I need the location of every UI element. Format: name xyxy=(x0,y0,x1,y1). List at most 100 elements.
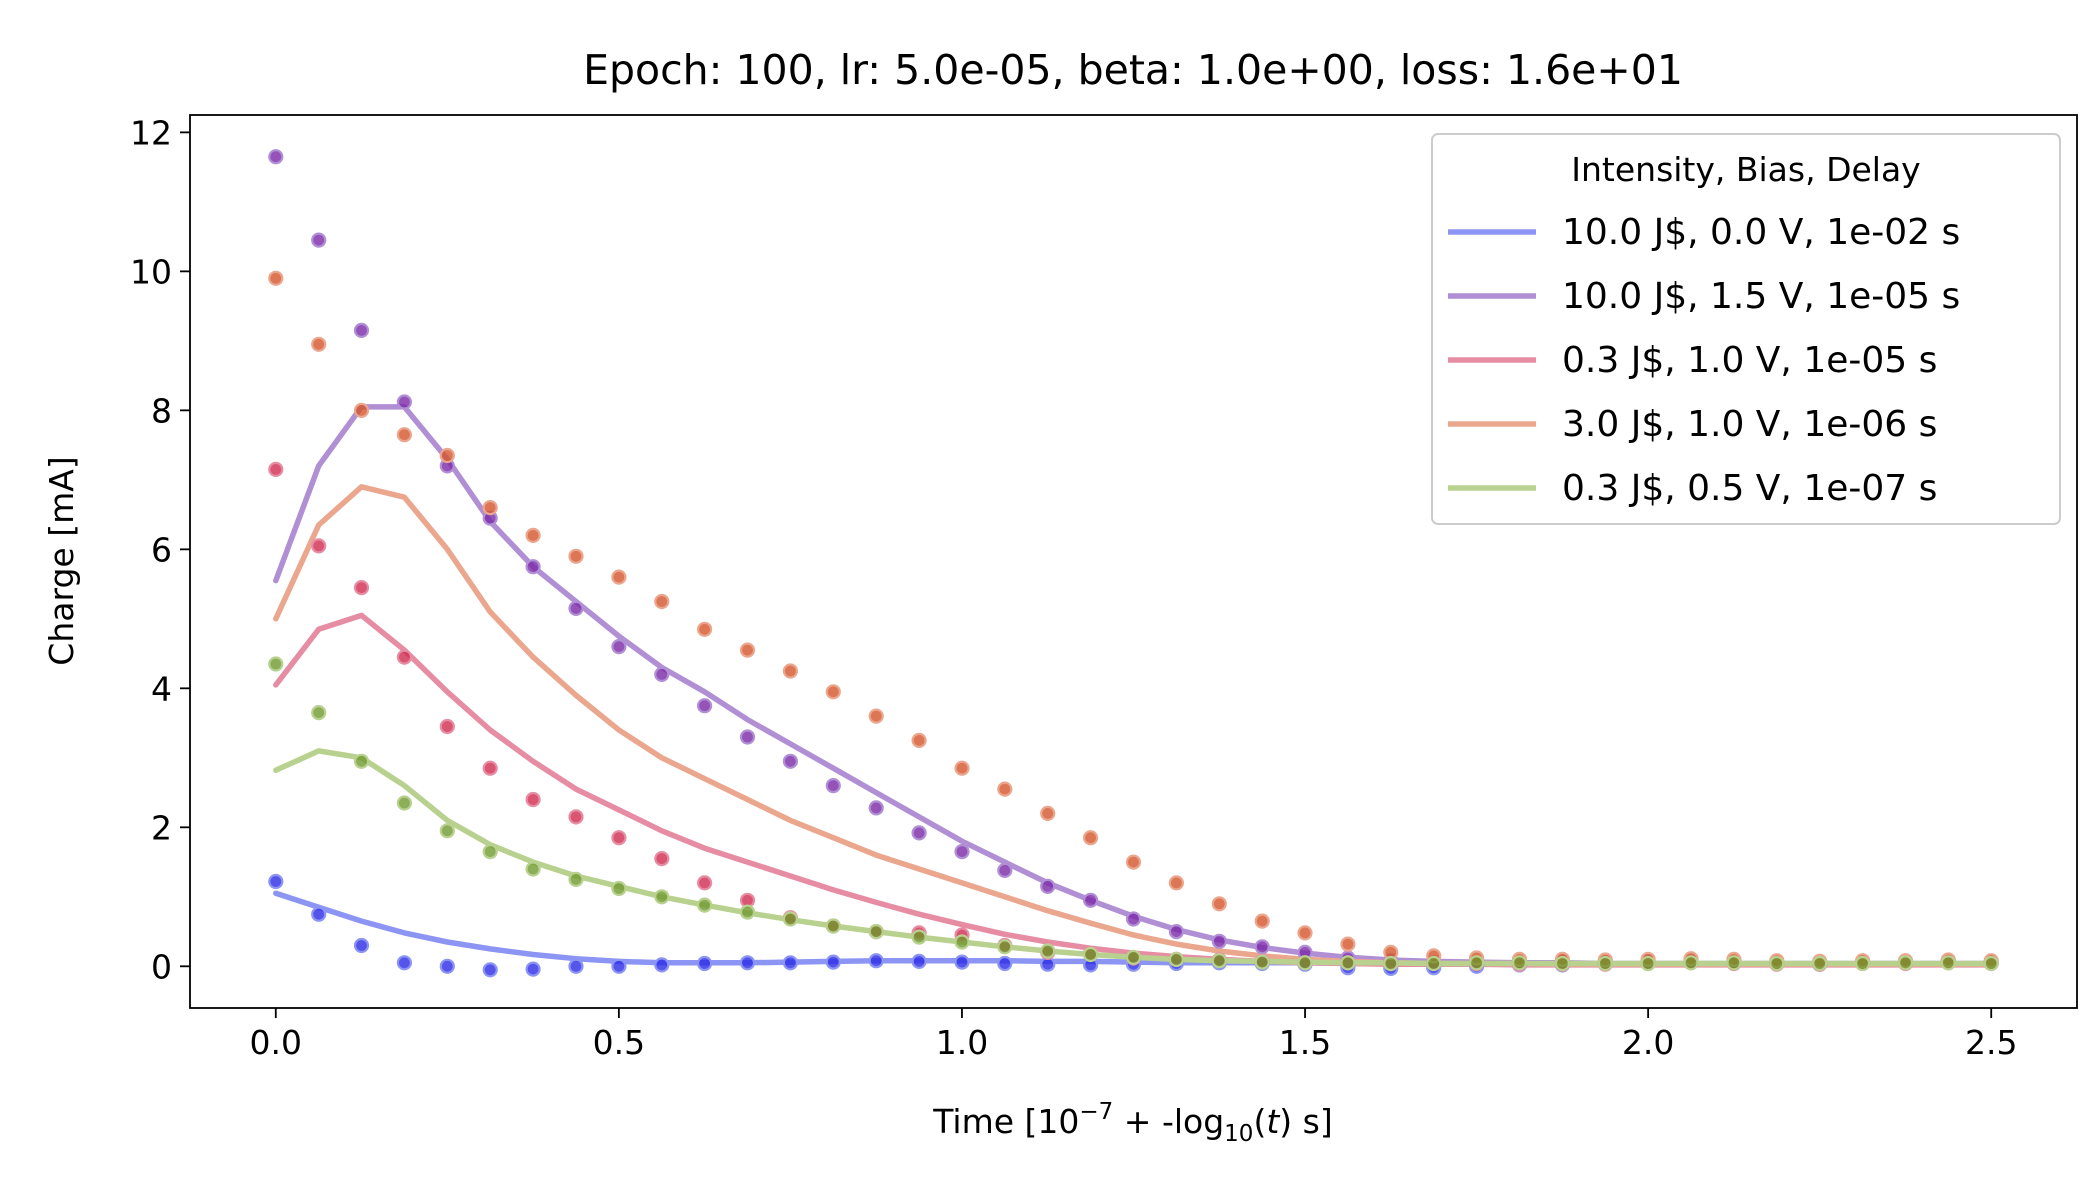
y-tick-label: 10 xyxy=(130,252,172,291)
data-point-series-5 xyxy=(525,861,541,877)
legend-box xyxy=(1431,133,2061,525)
data-point-series-5 xyxy=(396,795,412,811)
data-point-series-2 xyxy=(654,666,670,683)
data-point-series-5 xyxy=(954,934,970,950)
data-point-series-3 xyxy=(568,809,584,825)
x-axis-label: Time [10−7 + -log10(t) s] xyxy=(932,1099,1332,1147)
data-point-series-5 xyxy=(1383,955,1399,972)
y-tick-label: 6 xyxy=(151,530,172,569)
data-point-series-1 xyxy=(825,954,841,970)
plot-area xyxy=(268,149,1999,978)
data-point-series-1 xyxy=(311,906,327,922)
legend-label: 0.3 J$, 0.5 V, 1e-07 s xyxy=(1562,468,1937,509)
x-tick-label: 2.0 xyxy=(1622,1023,1674,1062)
legend: Intensity, Bias, Delay 10.0 J$, 0.0 V, 1… xyxy=(1431,133,2061,525)
data-point-series-5 xyxy=(1640,955,1656,972)
data-point-series-3 xyxy=(439,718,455,735)
data-point-series-5 xyxy=(825,918,841,934)
data-point-series-5 xyxy=(611,880,627,897)
x-tick-label: 0.0 xyxy=(250,1023,302,1062)
axes-frame xyxy=(189,114,2078,1009)
data-point-series-3 xyxy=(482,760,498,776)
data-point-series-5 xyxy=(568,871,584,888)
data-point-series-4 xyxy=(1125,854,1142,870)
data-point-series-5 xyxy=(439,823,455,839)
data-point-series-2 xyxy=(696,698,713,714)
data-point-series-5 xyxy=(911,929,927,945)
data-point-series-4 xyxy=(1040,805,1056,822)
y-tick-label: 0 xyxy=(151,947,172,986)
data-point-series-5 xyxy=(1683,955,1699,971)
data-point-series-5 xyxy=(1983,955,1999,972)
data-point-series-2 xyxy=(268,149,284,165)
data-point-series-4 xyxy=(911,732,927,749)
data-point-series-2 xyxy=(997,862,1013,879)
data-point-series-4 xyxy=(997,781,1013,797)
chart-title: Epoch: 100, lr: 5.0e-05, beta: 1.0e+00, … xyxy=(583,46,1683,94)
data-point-series-5 xyxy=(1812,955,1828,972)
data-point-series-5 xyxy=(1769,955,1785,972)
data-point-series-2 xyxy=(311,232,327,248)
data-point-series-4 xyxy=(825,684,841,700)
data-point-series-5 xyxy=(1726,955,1742,971)
data-point-series-1 xyxy=(439,958,455,974)
data-point-series-5 xyxy=(1554,955,1571,972)
data-point-series-5 xyxy=(1897,955,1914,971)
data-point-series-1 xyxy=(568,958,584,974)
data-point-series-3 xyxy=(525,791,541,808)
data-point-series-5 xyxy=(1168,951,1185,968)
data-point-series-5 xyxy=(1940,955,1956,971)
data-point-series-2 xyxy=(825,777,841,794)
data-point-series-4 xyxy=(954,760,970,776)
data-point-series-5 xyxy=(311,704,327,721)
data-point-series-4 xyxy=(654,593,670,610)
data-point-series-4 xyxy=(396,427,412,443)
data-point-series-4 xyxy=(1082,830,1099,846)
data-point-series-5 xyxy=(353,753,370,769)
data-point-series-5 xyxy=(739,904,756,920)
data-point-series-4 xyxy=(782,663,799,679)
data-point-series-5 xyxy=(1254,954,1270,970)
data-point-series-1 xyxy=(396,955,412,971)
data-point-series-4 xyxy=(311,336,327,352)
x-tick-label: 2.5 xyxy=(1965,1023,2017,1062)
data-point-series-5 xyxy=(997,939,1013,955)
data-point-series-5 xyxy=(1426,955,1442,972)
y-tick-label: 12 xyxy=(130,113,172,152)
data-point-series-3 xyxy=(654,850,670,867)
data-point-series-4 xyxy=(439,447,455,464)
data-point-series-1 xyxy=(482,962,498,978)
data-point-series-4 xyxy=(1211,896,1227,912)
data-point-series-5 xyxy=(1040,943,1056,959)
data-point-series-2 xyxy=(954,843,970,860)
data-point-series-1 xyxy=(696,955,713,972)
data-point-series-4 xyxy=(268,270,284,286)
x-tick-label: 1.0 xyxy=(936,1023,988,1062)
data-point-series-1 xyxy=(525,961,541,977)
data-point-series-3 xyxy=(353,579,370,596)
y-tick-label: 2 xyxy=(151,808,172,847)
data-point-series-2 xyxy=(611,638,627,655)
data-point-series-2 xyxy=(868,800,884,816)
legend-title: Intensity, Bias, Delay xyxy=(1571,150,1920,189)
data-point-series-4 xyxy=(739,642,756,658)
data-point-series-1 xyxy=(954,954,970,970)
data-point-series-4 xyxy=(868,708,884,724)
data-point-series-1 xyxy=(868,953,884,969)
data-point-series-3 xyxy=(311,538,327,554)
data-point-series-2 xyxy=(1040,878,1056,895)
data-point-series-3 xyxy=(696,875,713,891)
data-point-series-4 xyxy=(696,621,713,637)
data-point-series-5 xyxy=(1125,949,1142,965)
legend-label: 3.0 J$, 1.0 V, 1e-06 s xyxy=(1562,404,1937,445)
data-point-series-2 xyxy=(568,600,584,617)
data-point-series-5 xyxy=(1340,955,1356,971)
data-point-series-5 xyxy=(1297,955,1313,971)
data-point-series-1 xyxy=(997,955,1013,972)
legend-label: 10.0 J$, 1.5 V, 1e-05 s xyxy=(1562,276,1960,317)
data-point-series-2 xyxy=(911,825,927,841)
data-point-series-2 xyxy=(1211,933,1227,949)
data-point-series-2 xyxy=(1082,892,1099,908)
data-point-series-4 xyxy=(353,402,370,418)
